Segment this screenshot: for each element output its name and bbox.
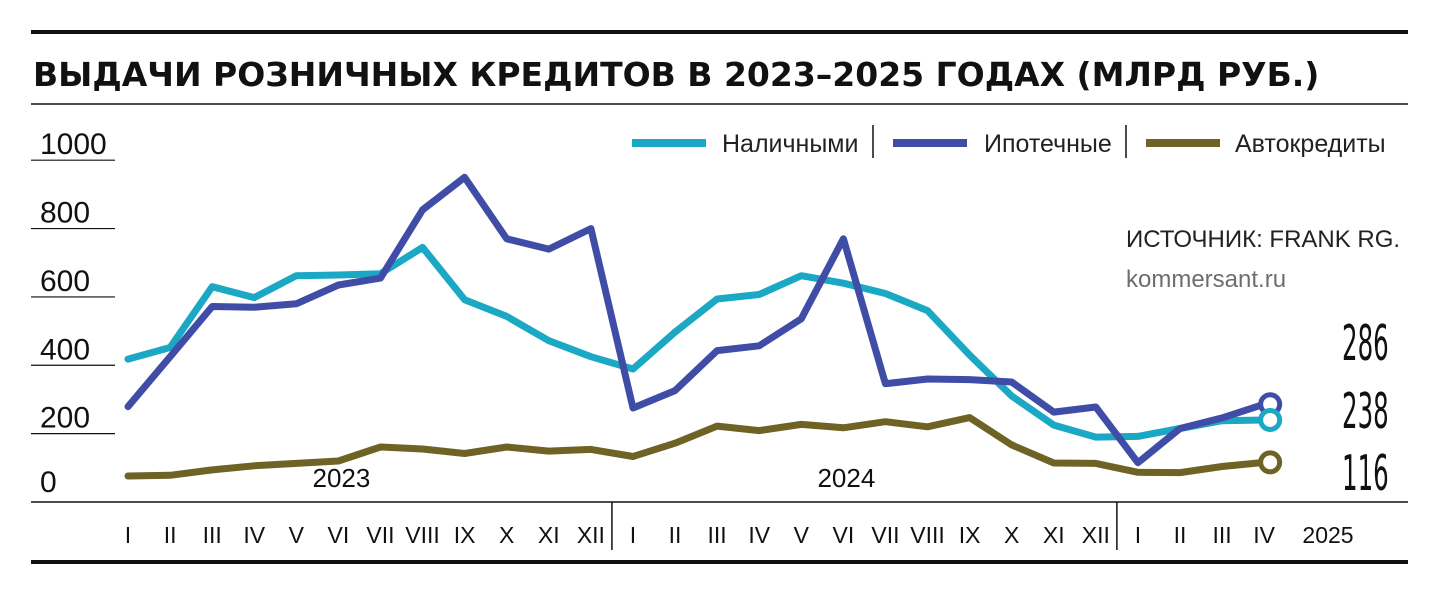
x-tick-label: I	[630, 522, 636, 548]
site-label: kommersant.ru	[1126, 266, 1286, 293]
end-value-label: 116	[1342, 446, 1389, 503]
y-tick-label: 1000	[40, 128, 107, 161]
x-tick-label: III	[708, 522, 727, 548]
y-tick-label: 600	[40, 265, 90, 298]
x-tick-label: VII	[366, 522, 394, 548]
end-value-label: 286	[1342, 316, 1389, 373]
x-tick-label: II	[164, 522, 177, 548]
series-end-marker	[1258, 450, 1283, 475]
series-end-marker	[1258, 407, 1283, 432]
x-tick-label: V	[794, 522, 810, 548]
legend: Наличными Ипотечные Автокредиты	[632, 125, 1386, 158]
x-tick-label: X	[1004, 522, 1019, 548]
x-tick-label: VI	[328, 522, 350, 548]
x-tick-label: IV	[748, 522, 770, 548]
x-tick-label: XI	[538, 522, 560, 548]
x-axis: I II III IV V VI VII VIII IX X XI XII I II III IV V VI VII…	[31, 463, 1408, 550]
y-tick-label: 200	[40, 402, 90, 435]
x-tick-label: VIII	[910, 522, 945, 548]
y-axis: 0 200 400 600 800 1000	[31, 128, 115, 499]
x-tick-label: XII	[1082, 522, 1110, 548]
x-tick-label: I	[125, 522, 131, 548]
x-tick-label: IX	[959, 522, 981, 548]
x-tick-label: 2025	[1302, 522, 1353, 548]
x-tick-label: X	[499, 522, 514, 548]
x-tick-label: I	[1135, 522, 1141, 548]
x-tick-label: XI	[1043, 522, 1065, 548]
x-tick-label: III	[203, 522, 222, 548]
series-line	[124, 243, 1268, 441]
year-label: 2024	[817, 463, 875, 493]
legend-label-mortgage: Ипотечные	[984, 130, 1112, 158]
y-tick-label: 400	[40, 333, 90, 366]
legend-label-auto: Автокредиты	[1235, 130, 1386, 158]
end-value-label: 238	[1342, 384, 1389, 441]
x-tick-label: V	[289, 522, 305, 548]
x-tick-label: VI	[832, 522, 854, 548]
year-label: 2023	[313, 463, 371, 493]
series-layer	[124, 173, 1268, 480]
source-label: ИСТОЧНИК: FRANK RG.	[1126, 226, 1400, 253]
x-tick-label: VIII	[405, 522, 440, 548]
series-line	[124, 173, 1268, 467]
series-line	[124, 414, 1268, 480]
y-tick-label: 0	[40, 466, 57, 499]
legend-label-cash: Наличными	[722, 130, 858, 158]
y-tick-label: 800	[40, 197, 90, 230]
x-tick-label: II	[669, 522, 682, 548]
x-tick-label: VII	[871, 522, 899, 548]
chart-title: ВЫДАЧИ РОЗНИЧНЫХ КРЕДИТОВ В 2023–2025 ГО…	[33, 55, 1319, 94]
x-tick-label: IV	[243, 522, 265, 548]
x-tick-label: XII	[577, 522, 605, 548]
x-tick-label: II	[1174, 522, 1187, 548]
x-tick-label: IV	[1253, 522, 1275, 548]
x-tick-label: III	[1212, 522, 1231, 548]
x-tick-label: IX	[454, 522, 476, 548]
end-markers: 286 238 116	[1258, 316, 1389, 503]
